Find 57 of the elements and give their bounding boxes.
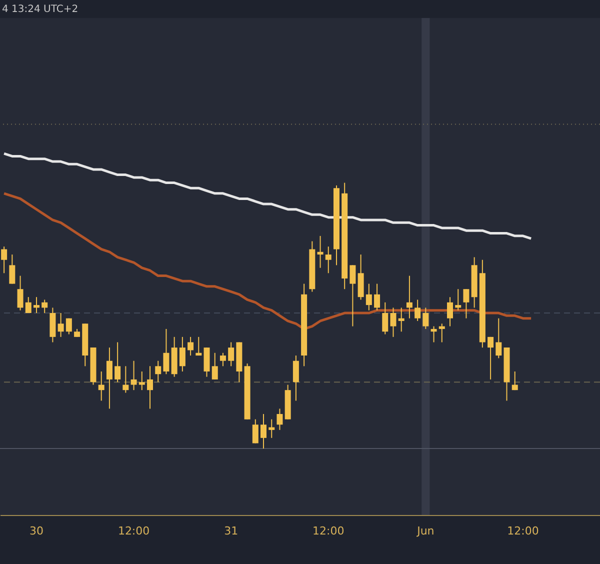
candlestick: [179, 336, 186, 372]
candlestick: [422, 307, 429, 330]
candlestick: [106, 347, 112, 410]
candlestick: [155, 360, 162, 383]
candlestick: [1, 246, 8, 274]
x-tick-label: 12:00: [312, 524, 344, 538]
candlestick: [252, 418, 258, 444]
candlestick: [414, 299, 421, 322]
candlestick: [268, 418, 275, 438]
candlestick: [138, 370, 145, 391]
x-tick-label: 12:00: [507, 524, 539, 538]
candlestick: [447, 296, 453, 327]
candlestick: [350, 264, 356, 327]
candlestick: [33, 296, 40, 314]
x-tick-label: 31: [224, 524, 238, 538]
candlestick: [98, 370, 104, 402]
candlestick: [114, 342, 121, 383]
candlestick: [25, 296, 32, 314]
candlestick: [317, 235, 324, 268]
x-tick-label: 30: [29, 524, 44, 538]
candlestick: [438, 323, 445, 343]
candlestick: [204, 347, 210, 378]
candlestick: [147, 366, 153, 410]
candlestick: [488, 336, 494, 380]
candlestick: [66, 318, 72, 335]
candlestick: [496, 318, 502, 359]
candlestick: [188, 336, 194, 356]
x-tick-label: 12:00: [118, 524, 150, 538]
text: 4 13:24 UTC+2: [2, 4, 78, 15]
candlestick: [212, 352, 218, 380]
candlestick: [455, 288, 462, 311]
candlestick: [276, 408, 283, 430]
candlestick: [122, 366, 129, 394]
candlestick: [406, 275, 412, 319]
candlestick: [398, 307, 404, 332]
candlestick: [382, 302, 388, 335]
candlestick: [17, 275, 24, 311]
candlestick: [42, 299, 48, 314]
candlestick: [292, 355, 299, 402]
candlestick: [196, 336, 202, 356]
candlestick: [430, 326, 437, 343]
candlestick: [130, 360, 137, 391]
candlestick: [325, 246, 332, 274]
candlestick: [390, 307, 396, 338]
candlestick: [220, 352, 226, 367]
candlestick: [374, 283, 380, 311]
candlestick: [228, 342, 234, 367]
candlestick: [260, 414, 267, 450]
candlestick: [366, 283, 372, 311]
x-tick-label: Jun: [416, 524, 434, 538]
candlestick: [50, 307, 56, 343]
candlestick: [463, 288, 470, 319]
candlestick: [163, 328, 170, 375]
candlestick: [9, 254, 16, 284]
candlestick: [58, 312, 64, 338]
candlestick: [512, 370, 518, 391]
candlestick: [358, 254, 364, 300]
